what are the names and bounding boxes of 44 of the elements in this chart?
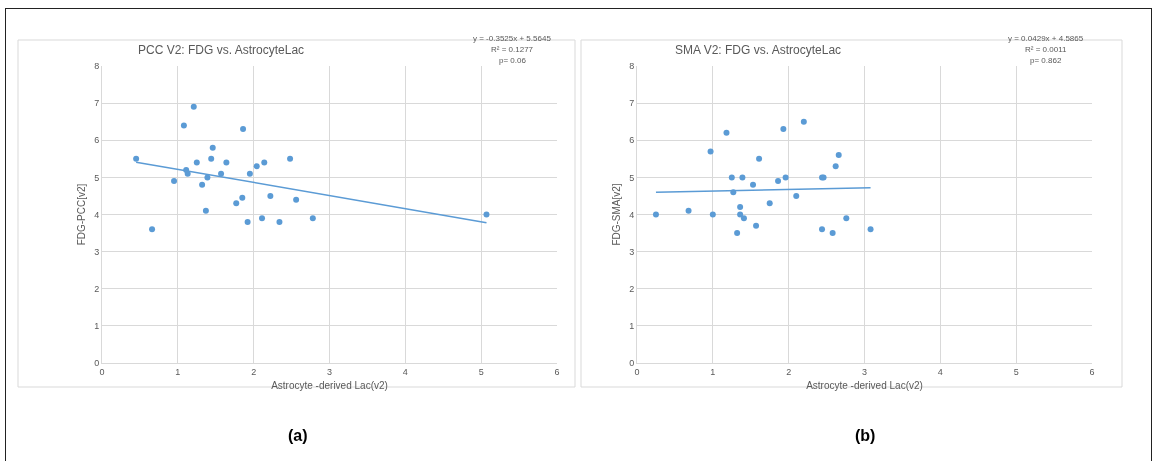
- x-tick-label: 2: [251, 366, 257, 377]
- y-tick-label: 2: [94, 283, 100, 294]
- y-tick-label: 2: [629, 283, 635, 294]
- y-tick-label: 5: [629, 172, 635, 183]
- y-tick-label: 7: [94, 98, 100, 109]
- text: y = -0.3525x + 5.5645: [473, 34, 552, 43]
- x-tick-label: 5: [478, 366, 484, 377]
- chart-title: SMA V2: FDG vs. AstrocyteLac: [675, 43, 842, 58]
- y-tick-label: 0: [629, 358, 635, 369]
- y-tick-label: 0: [94, 358, 100, 369]
- y-tick-label: 4: [629, 209, 635, 220]
- x-tick-label: 5: [1013, 366, 1019, 377]
- x-tick-label: 4: [937, 366, 943, 377]
- x-tick-label: 1: [710, 366, 716, 377]
- text: p= 0.862: [1030, 56, 1062, 65]
- y-tick-label: 7: [629, 98, 635, 109]
- y-tick-label: 3: [629, 246, 635, 257]
- y-tick-label: 4: [94, 209, 100, 220]
- x-tick-label: 6: [1089, 366, 1095, 377]
- y-tick-label: 8: [629, 61, 635, 72]
- text: R² = 0.1277: [491, 45, 534, 54]
- x-axis-title: Astrocyte -derived Lac(v2): [806, 380, 923, 392]
- x-tick-label: 2: [786, 366, 792, 377]
- y-tick-label: 1: [94, 321, 100, 332]
- y-tick-label: 6: [94, 135, 100, 146]
- x-tick-label: 3: [861, 366, 868, 377]
- x-tick-label: 3: [326, 366, 333, 377]
- y-axis-title: FDG-SMA[v2]: [611, 183, 623, 246]
- y-tick-label: 8: [94, 61, 100, 72]
- text: y = 0.0429x + 4.5865: [1008, 34, 1084, 43]
- x-tick-label: 1: [175, 366, 181, 377]
- y-axis-title: FDG-PCC[v2]: [76, 183, 88, 246]
- text: (b): [855, 427, 876, 444]
- text: R² = 0.0011: [1025, 45, 1067, 54]
- text: p= 0.06: [499, 56, 527, 65]
- y-tick-label: 6: [629, 135, 635, 146]
- x-tick-label: 6: [554, 366, 560, 377]
- x-tick-label: 4: [402, 366, 408, 377]
- text: (a): [288, 427, 308, 444]
- chart-title: PCC V2: FDG vs. AstrocyteLac: [138, 43, 305, 58]
- x-axis-title: Astrocyte -derived Lac(v2): [271, 380, 388, 392]
- y-tick-label: 1: [629, 321, 635, 332]
- y-tick-label: 5: [94, 172, 100, 183]
- y-tick-label: 3: [94, 246, 100, 257]
